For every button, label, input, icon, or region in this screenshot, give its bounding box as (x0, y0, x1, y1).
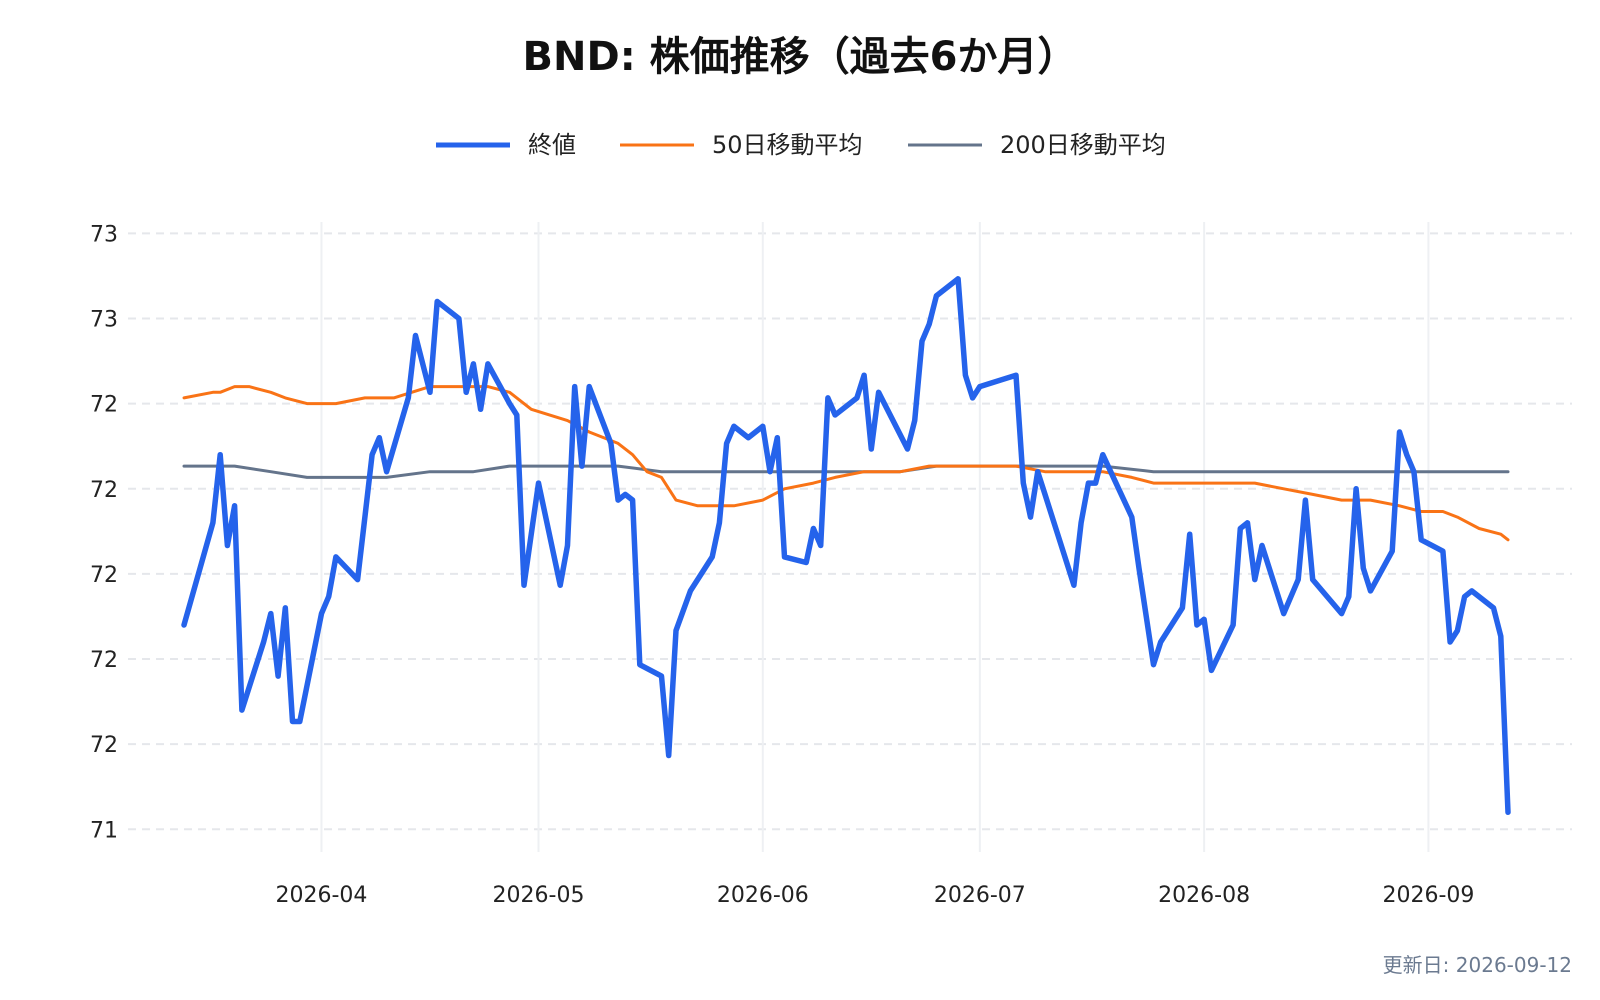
y-tick-label: 72 (90, 393, 118, 418)
x-tick-label: 2026-06 (717, 883, 809, 908)
series-lines (181, 276, 1511, 816)
x-tick-label: 2026-05 (493, 883, 585, 908)
series-line-ma50 (182, 385, 1510, 542)
legend-item-ma50: 50日移動平均 (620, 131, 863, 159)
series-line-close (181, 276, 1511, 816)
y-tick-label: 73 (90, 222, 118, 247)
y-tick-label: 71 (90, 818, 118, 843)
legend-label-close: 終値 (528, 131, 576, 159)
chart-title: BND: 株価推移（過去6か月） (523, 34, 1078, 80)
legend-label-ma200: 200日移動平均 (1000, 131, 1166, 159)
x-tick-label: 2026-07 (934, 883, 1026, 908)
legend-label-ma50: 50日移動平均 (712, 131, 863, 159)
y-tick-label: 73 (90, 307, 118, 332)
x-tick-label: 2026-08 (1158, 883, 1250, 908)
y-tick-label: 72 (90, 563, 118, 588)
x-axis: 2026-04 2026-05 2026-06 2026-07 2026-08 2026-… (276, 883, 1475, 908)
x-tick-label: 2026-04 (276, 883, 368, 908)
y-tick-label: 72 (90, 733, 118, 758)
legend: 終値 50日移動平均 200日移動平均 (436, 131, 1166, 159)
legend-item-close: 終値 (436, 131, 576, 159)
legend-item-ma200: 200日移動平均 (908, 131, 1166, 159)
updated-date: 更新日: 2026-09-12 (1383, 953, 1572, 977)
y-axis: 73 73 72 72 72 72 72 71 (90, 222, 118, 843)
series-line-ma200 (182, 464, 1510, 479)
y-tick-label: 72 (90, 478, 118, 503)
x-tick-label: 2026-09 (1382, 883, 1474, 908)
y-tick-label: 72 (90, 648, 118, 673)
